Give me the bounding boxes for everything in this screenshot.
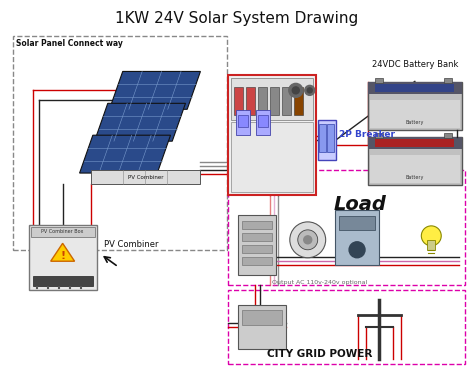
Bar [319,124,326,152]
Bar [91,170,200,184]
Bar [238,215,276,275]
Bar [31,227,94,237]
Bar [367,137,462,185]
Circle shape [304,236,312,244]
Text: 2P Breaker: 2P Breaker [338,130,395,139]
Text: PV Combiner Box: PV Combiner Box [41,230,84,234]
Bar [367,82,462,130]
Bar [246,87,255,115]
Bar [367,82,462,94]
Bar [29,225,97,290]
Bar [370,155,460,183]
Circle shape [421,226,441,246]
Circle shape [349,242,365,258]
Bar [335,210,380,265]
Polygon shape [51,243,74,261]
Text: 1KW 24V Solar System Drawing: 1KW 24V Solar System Drawing [115,11,359,26]
Bar [294,87,303,115]
Text: !: ! [60,251,65,261]
Bar [13,36,227,250]
Bar [282,87,291,115]
Text: PV Combiner: PV Combiner [128,174,163,179]
Bar [228,170,465,285]
Bar [238,115,248,127]
Circle shape [292,87,299,94]
Polygon shape [80,135,171,173]
Text: Output AC 110v-240v optional: Output AC 110v-240v optional [272,280,367,285]
Bar [444,133,452,138]
Text: Solar Panel Connect way: Solar Panel Connect way [16,38,123,48]
Bar [228,290,465,364]
Text: Battery: Battery [406,120,424,125]
Bar [338,216,375,230]
Bar [318,120,336,160]
Bar [370,100,460,128]
Bar [234,87,243,115]
Bar [270,87,279,115]
Polygon shape [94,103,185,141]
Bar [367,137,462,149]
Polygon shape [109,71,201,109]
Bar [444,78,452,83]
Bar [242,310,282,325]
Bar [236,110,250,135]
Bar [375,133,383,138]
Circle shape [307,88,312,93]
Bar [258,87,267,115]
Bar [242,245,272,253]
Text: 24VDC Battery Bank: 24VDC Battery Bank [372,60,458,70]
Bar [238,305,286,350]
Bar [427,240,435,250]
Circle shape [289,83,303,97]
Bar [375,78,383,83]
Text: Battery: Battery [406,174,424,179]
Bar [33,276,92,286]
Bar [231,122,313,192]
Bar [375,84,454,92]
Bar [228,75,316,195]
Bar [242,221,272,229]
Text: PV Combiner: PV Combiner [104,241,159,250]
Bar [256,110,270,135]
Circle shape [305,86,315,95]
Bar [242,233,272,241]
Bar [258,115,268,127]
Bar [231,78,313,120]
Bar [327,124,334,152]
Bar [242,257,272,265]
Text: CITY GRID POWER: CITY GRID POWER [267,350,373,359]
Circle shape [290,222,326,258]
Bar [375,139,454,147]
Circle shape [298,230,318,250]
Text: Load: Load [333,195,386,214]
